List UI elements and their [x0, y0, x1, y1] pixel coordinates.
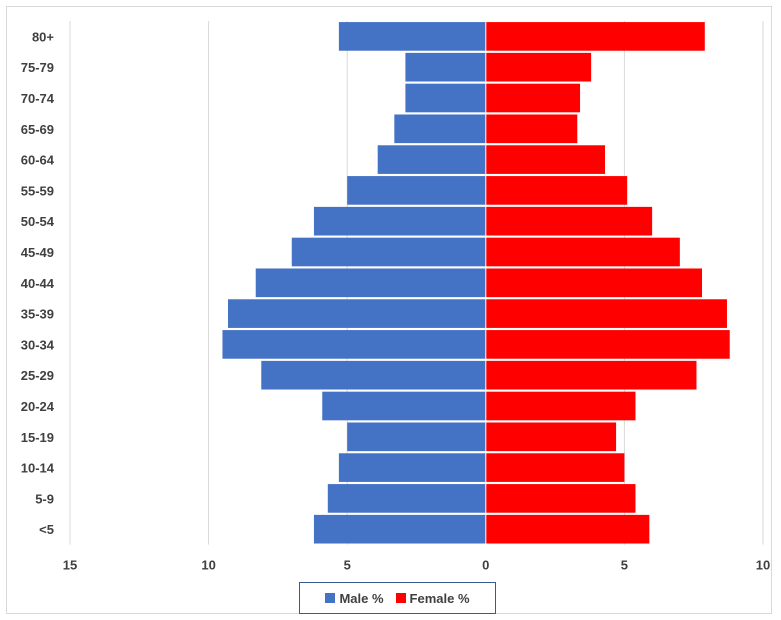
x-tick-label: 0 [482, 558, 489, 573]
bar-female-70-74 [485, 83, 581, 113]
bar-male-15-19 [347, 422, 486, 452]
bar-male-50-54 [313, 206, 486, 236]
y-tick-label: 50-54 [21, 214, 55, 229]
y-tick-label: 75-79 [21, 60, 54, 75]
bar-female-30-34 [485, 330, 730, 359]
x-tick-label: 10 [756, 558, 770, 573]
legend-item-female: Female % [395, 590, 470, 606]
legend-swatch-male [325, 593, 336, 603]
y-tick-label: 15-19 [21, 430, 54, 445]
x-tick-label: 15 [63, 558, 77, 573]
y-tick-label: 35-39 [21, 307, 54, 322]
bar-male-65-69 [394, 114, 486, 144]
bar-male-40-44 [255, 268, 486, 298]
bar-female-25-29 [485, 360, 697, 390]
bar-female-40-44 [485, 268, 703, 298]
bar-female-60-64 [485, 145, 605, 174]
y-tick-label: 20-24 [21, 399, 55, 414]
bar-male-75-79 [405, 52, 486, 82]
x-tick-label: 10 [201, 558, 215, 573]
y-tick-label: 45-49 [21, 245, 54, 260]
y-tick-label: 60-64 [21, 153, 55, 168]
y-tick-label: 25-29 [21, 368, 54, 383]
bar-male-30-34 [222, 330, 486, 359]
bar-female-80+ [485, 22, 705, 51]
y-tick-label: <5 [39, 522, 54, 537]
bar-female-10-14 [485, 453, 625, 482]
y-tick-label: 70-74 [21, 91, 55, 106]
y-tick-label: 10-14 [21, 461, 55, 476]
bar-female-20-24 [485, 391, 636, 421]
x-tick-label: 5 [344, 558, 351, 573]
y-tick-label: 40-44 [21, 276, 55, 291]
legend-label-female: Female % [409, 590, 470, 606]
legend: Male % Female % [299, 582, 496, 614]
bar-male-<5 [313, 514, 486, 544]
bar-female-35-39 [485, 299, 727, 328]
bar-male-10-14 [338, 453, 486, 482]
y-tick-label: 5-9 [35, 491, 54, 506]
legend-item-male: Male % [325, 590, 384, 606]
x-axis-labels: 15 10 5 0 5 10 [63, 558, 770, 573]
y-axis-labels: 80+ 75-79 70-74 65-69 60-64 55-59 50-54 45-49 40… [21, 29, 55, 537]
bar-female-55-59 [485, 176, 628, 205]
y-tick-label: 30-34 [21, 337, 55, 352]
legend-swatch-female [395, 593, 406, 603]
bar-male-20-24 [322, 391, 486, 421]
bar-female-5-9 [485, 484, 636, 513]
bar-female-<5 [485, 514, 650, 544]
bar-female-15-19 [485, 422, 617, 452]
bar-female-50-54 [485, 206, 653, 236]
y-tick-label: 65-69 [21, 122, 54, 137]
bar-female-45-49 [485, 237, 680, 267]
bar-female-75-79 [485, 52, 592, 82]
bar-male-45-49 [291, 237, 486, 267]
x-tick-label: 5 [621, 558, 628, 573]
y-tick-label: 55-59 [21, 183, 54, 198]
bar-female-65-69 [485, 114, 578, 144]
bar-male-80+ [338, 22, 486, 51]
bar-male-25-29 [261, 360, 486, 390]
bar-male-70-74 [405, 83, 486, 113]
gridlines [69, 21, 764, 545]
bars [222, 21, 730, 545]
legend-label-male: Male % [339, 590, 384, 606]
bar-male-60-64 [377, 145, 486, 174]
bar-male-5-9 [327, 484, 486, 513]
bar-male-35-39 [228, 299, 486, 328]
bar-male-55-59 [347, 176, 486, 205]
y-tick-label: 80+ [32, 29, 54, 44]
